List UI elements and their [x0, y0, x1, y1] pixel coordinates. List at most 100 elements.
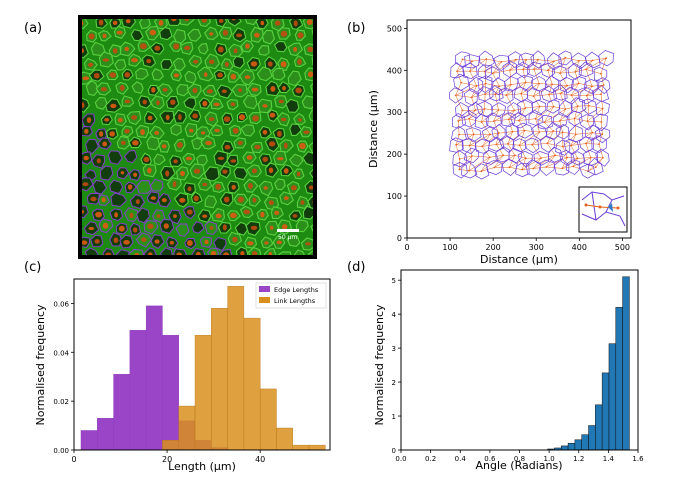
cell-outline [273, 40, 288, 53]
cell-nucleus [298, 118, 302, 122]
panel-b-ytick-label: 100 [387, 192, 402, 201]
cell-nucleus [222, 29, 228, 36]
cell-outline [318, 68, 329, 81]
cell-centre-point [576, 157, 579, 160]
cell-nucleus [214, 128, 220, 133]
cell-centre-point [511, 130, 514, 133]
cell-centre-point [489, 133, 491, 136]
cell-nucleus [254, 145, 261, 150]
cell-outline [289, 153, 304, 167]
centre-link [458, 120, 460, 135]
cell-outline [187, 28, 202, 42]
cell-edge-polygon [477, 75, 493, 94]
cell-centre-point [559, 72, 561, 75]
legend-swatch-link [259, 297, 270, 303]
cell-outline [308, 109, 313, 122]
centre-link [469, 145, 473, 156]
cell-nucleus [173, 73, 180, 78]
cell-nucleus [124, 46, 129, 52]
cell-nucleus [186, 209, 193, 215]
cell-nucleus [231, 19, 236, 21]
cell-nucleus [250, 225, 258, 230]
panel-d-xtick-label: 0.2 [425, 455, 436, 463]
cell-centre-point [470, 96, 473, 99]
cell-nucleus [217, 46, 224, 53]
centre-link [481, 121, 491, 135]
cell-outline [234, 221, 249, 236]
panel-c-xtick-label: 40 [255, 455, 265, 464]
cell-outline [219, 249, 232, 255]
cell-nucleus [154, 45, 161, 51]
panel-c-xlabel: Length (µm) [168, 460, 236, 473]
cell-nucleus [307, 46, 313, 52]
cell-nucleus [134, 253, 140, 255]
inset-zoom [578, 186, 628, 233]
centre-link [588, 105, 603, 109]
cell-edge-polygon [593, 66, 608, 82]
cell-nucleus [247, 241, 254, 246]
cell-outline [301, 95, 313, 110]
panel-b-xtick-label: 300 [529, 243, 544, 252]
cell-nucleus [224, 144, 231, 150]
panel-d-xlabel: Angle (Radians) [475, 459, 562, 472]
cell-edge-polygon [553, 84, 568, 101]
cell-nucleus [147, 167, 152, 174]
cell-nucleus [165, 170, 170, 177]
cell-outline [309, 82, 313, 94]
cell-edge-polygon [508, 147, 523, 164]
cell-nucleus [102, 222, 109, 229]
cell-centre-point [502, 154, 505, 157]
centre-link [585, 132, 593, 144]
cell-outline [82, 205, 89, 219]
cell-edge-polygon [454, 51, 471, 68]
cell-centre-point [600, 93, 602, 96]
cell-edge-polygon [516, 122, 533, 139]
centre-link [532, 143, 548, 145]
cell-outline [203, 166, 220, 182]
cell-centre-point [518, 144, 521, 147]
cell-nucleus [213, 102, 220, 107]
centre-link [535, 118, 540, 133]
cell-outline [286, 235, 301, 247]
cell-outline [233, 166, 248, 181]
panel-d-xtick-label: 0.8 [514, 455, 525, 463]
cell-nucleus [161, 198, 167, 203]
panel-c-xtick-label: 20 [162, 455, 172, 464]
cell-nucleus [327, 224, 333, 230]
cell-nucleus [277, 157, 284, 161]
cell-edge-polygon [537, 114, 553, 130]
cell-edge-polygon [451, 125, 467, 143]
angle-bar [622, 276, 630, 451]
centre-link [562, 134, 576, 147]
centre-link [547, 70, 561, 74]
cell-nucleus [123, 240, 130, 245]
panel-b-xlabel: Distance (µm) [480, 253, 558, 266]
cell-centre-point [507, 118, 510, 121]
cell-nucleus [320, 49, 325, 53]
edge-length-bar [97, 418, 114, 451]
cell-nucleus [233, 48, 238, 54]
panel-c-histogram: 0 20 40 0.00 0.02 0.04 0.06 Edge Lengths Link … [34, 278, 331, 473]
cell-outline [334, 17, 346, 28]
cell-edge-polygon [488, 136, 505, 152]
cell-nucleus [303, 130, 310, 134]
centre-link [547, 143, 563, 147]
cell-edge-polygon [579, 164, 596, 179]
centre-link [509, 59, 517, 71]
cell-centre-point [585, 68, 587, 71]
cell-nucleus [338, 156, 343, 160]
cell-centre-point [551, 83, 554, 86]
centre-link [548, 85, 568, 95]
cell-outline [82, 19, 89, 30]
cell-nucleus [221, 89, 227, 94]
centre-link [533, 69, 540, 84]
cell-centre-point [546, 142, 549, 145]
cell-nucleus [102, 58, 110, 62]
cell-nucleus [209, 32, 214, 36]
centre-link [508, 110, 515, 120]
centre-link [598, 134, 603, 145]
cell-centre-point [554, 154, 556, 157]
cell-nucleus [342, 117, 349, 121]
cell-outline [308, 141, 313, 155]
cell-edge-polygon [578, 61, 594, 77]
